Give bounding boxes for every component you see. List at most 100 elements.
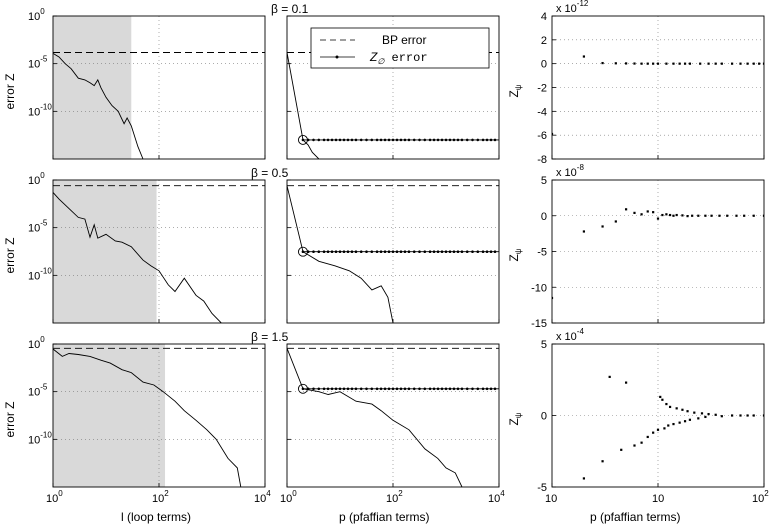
series-marker bbox=[334, 387, 338, 391]
x-tick-label-base: 10 bbox=[152, 493, 164, 505]
scatter-point bbox=[624, 62, 628, 65]
x-label-pfaff-mid: p (pfaffian terms) bbox=[339, 510, 429, 524]
scatter-point bbox=[691, 214, 694, 217]
y-tick-label-base: 10 bbox=[28, 175, 40, 187]
y-axis-label: Zψ bbox=[507, 84, 523, 97]
y-tick-label: -6 bbox=[537, 130, 547, 142]
x-tick-label-base: 10 bbox=[386, 493, 398, 505]
error-line-1 bbox=[287, 185, 499, 253]
scatter-point bbox=[699, 62, 702, 65]
scatter-point bbox=[730, 62, 734, 65]
series-marker bbox=[412, 138, 416, 142]
row-titles: β = 0.1 β = 0.5 β = 1.5 bbox=[251, 2, 309, 344]
title-beta-0.1: β = 0.1 bbox=[271, 2, 309, 16]
series-marker bbox=[387, 138, 391, 142]
series-marker bbox=[412, 250, 416, 254]
series-marker bbox=[476, 138, 480, 142]
series-group-4 bbox=[287, 185, 499, 323]
series-marker bbox=[375, 138, 379, 142]
scatter-point bbox=[683, 420, 687, 423]
series-marker bbox=[432, 138, 436, 142]
scatter-point bbox=[704, 415, 707, 419]
x-tick-label-exp: 4 bbox=[266, 489, 271, 498]
legend-z0-main: Z bbox=[369, 50, 378, 64]
series-marker bbox=[403, 250, 407, 254]
x-label-pfaff-right: p (pfaffian terms) bbox=[590, 510, 680, 524]
series-marker bbox=[440, 250, 444, 254]
scatter-point bbox=[752, 414, 755, 417]
series-marker bbox=[428, 138, 432, 142]
series-marker bbox=[436, 250, 440, 254]
series-marker bbox=[418, 387, 421, 391]
series-marker bbox=[346, 387, 350, 391]
series-marker bbox=[423, 387, 427, 391]
y-tick-label: 100 bbox=[28, 7, 45, 23]
y-tick-label: 10-5 bbox=[28, 219, 48, 235]
x-tick-label-exp: 2 bbox=[164, 489, 169, 498]
x-tick-label-exp: 0 bbox=[58, 489, 63, 498]
series-marker bbox=[489, 387, 493, 391]
scatter-point bbox=[681, 214, 684, 217]
y-tick-label-exp: -5 bbox=[40, 55, 48, 64]
series-marker bbox=[350, 250, 354, 254]
series-marker bbox=[326, 387, 330, 391]
scatter-point bbox=[661, 398, 664, 401]
y-tick-label: 10-10 bbox=[28, 430, 52, 446]
scatter-point bbox=[730, 414, 734, 417]
series-marker bbox=[387, 387, 391, 391]
scatter-point bbox=[601, 225, 604, 228]
y-tick-label: -10 bbox=[531, 282, 547, 294]
shaded-region bbox=[53, 16, 132, 159]
series-group-3 bbox=[53, 185, 265, 323]
x-tick-label: 10 bbox=[545, 493, 557, 505]
series-marker bbox=[370, 387, 374, 391]
series-marker bbox=[370, 138, 374, 142]
title-beta-0.5: β = 0.5 bbox=[251, 166, 289, 180]
shaded-region bbox=[53, 180, 157, 323]
series-marker bbox=[379, 250, 383, 254]
series-marker bbox=[334, 250, 338, 254]
scatter-point bbox=[683, 62, 687, 65]
series-marker bbox=[301, 387, 305, 391]
y-axis-label: Zψ bbox=[507, 412, 523, 425]
x-tick-label: 104 bbox=[254, 489, 271, 505]
scatter-point bbox=[720, 415, 723, 418]
scatter-point bbox=[614, 62, 617, 65]
series-marker bbox=[465, 387, 469, 391]
y-tick-label-base: 10 bbox=[28, 339, 40, 351]
y-tick-label: -5 bbox=[537, 247, 547, 259]
scatter-point bbox=[672, 62, 675, 65]
scatter-point bbox=[686, 410, 689, 413]
scatter-point bbox=[665, 402, 668, 406]
series-marker bbox=[330, 387, 334, 391]
series-marker bbox=[448, 250, 452, 254]
y-tick-label-base: 10 bbox=[28, 11, 40, 23]
series-marker bbox=[460, 250, 464, 254]
y-tick-label: 100 bbox=[28, 171, 45, 187]
error-line-2 bbox=[302, 139, 320, 159]
series-marker bbox=[399, 387, 403, 391]
x-tick-label-base: 10 bbox=[254, 493, 266, 505]
legend: BP error Z∅ error bbox=[310, 27, 490, 69]
scatter-point bbox=[707, 412, 710, 416]
series-marker bbox=[342, 387, 346, 391]
series-marker bbox=[471, 387, 474, 391]
series-marker bbox=[423, 138, 427, 142]
scatter-point bbox=[652, 62, 655, 65]
grid-0 bbox=[53, 16, 265, 159]
y-tick-label-exp: -5 bbox=[40, 219, 48, 228]
series-marker bbox=[399, 250, 403, 254]
series-marker bbox=[407, 138, 411, 142]
x-tick-label-exp: 4 bbox=[500, 489, 505, 498]
y-tick-label-exp: -5 bbox=[40, 383, 48, 392]
y-tick-label: 10-10 bbox=[28, 102, 52, 118]
y-axis-label: error Z bbox=[3, 74, 17, 110]
legend-z0-sub: ∅ bbox=[377, 57, 385, 66]
series-marker bbox=[317, 250, 321, 254]
scatter-point bbox=[743, 214, 746, 217]
y-tick-label-exp: 0 bbox=[40, 335, 45, 344]
scatter-point bbox=[656, 62, 660, 65]
